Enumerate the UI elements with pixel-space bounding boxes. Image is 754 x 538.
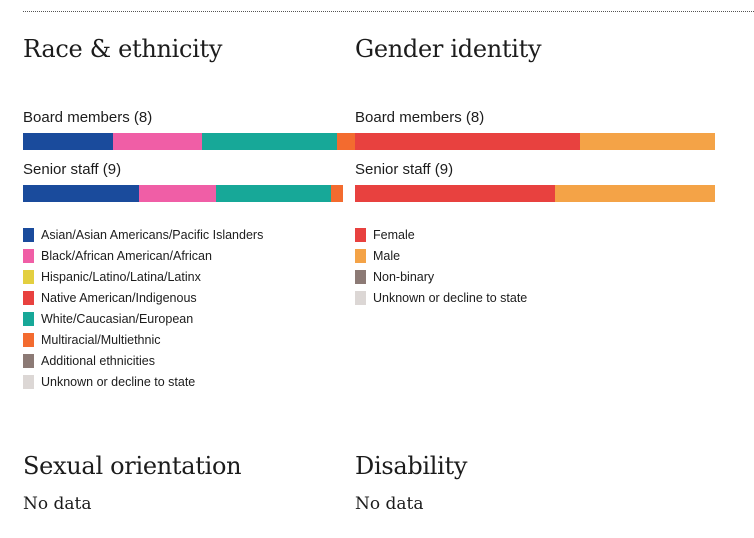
disability-title: Disability	[355, 452, 468, 480]
race-legend: Asian/Asian Americans/Pacific Islanders B…	[23, 224, 263, 392]
gender-legend: Female Male Non-binary Unknown or decline t…	[355, 224, 527, 308]
legend-label: Hispanic/Latino/Latina/Latinx	[41, 269, 201, 284]
legend-swatch	[23, 332, 34, 347]
bar-segment-white	[215, 185, 332, 202]
legend-swatch	[355, 227, 366, 242]
legend-swatch	[355, 269, 366, 284]
bar-segment-asian	[23, 185, 139, 202]
bar-segment-white	[202, 133, 338, 150]
legend-item-black: Black/African American/African	[23, 245, 263, 266]
gender-board-label: Board members (8)	[355, 109, 485, 126]
legend-item-hispanic: Hispanic/Latino/Latina/Latinx	[23, 266, 263, 287]
legend-item-asian: Asian/Asian Americans/Pacific Islanders	[23, 224, 263, 245]
legend-item-unknown: Unknown or decline to state	[23, 371, 263, 392]
top-divider	[23, 11, 754, 12]
legend-swatch	[355, 290, 366, 305]
legend-item-male: Male	[355, 245, 527, 266]
race-staff-bar	[23, 185, 343, 202]
legend-item-nonbinary: Non-binary	[355, 266, 527, 287]
bar-segment-male	[580, 133, 715, 150]
legend-label: Female	[373, 227, 415, 242]
legend-swatch	[23, 269, 34, 284]
sexual-orientation-title: Sexual orientation	[23, 452, 242, 480]
legend-label: Multiracial/Multiethnic	[41, 332, 161, 347]
legend-swatch	[23, 353, 34, 368]
legend-swatch	[23, 374, 34, 389]
legend-label: Black/African American/African	[41, 248, 212, 263]
bar-segment-black	[112, 133, 203, 150]
gender-staff-label: Senior staff (9)	[355, 161, 454, 178]
legend-label: Unknown or decline to state	[373, 290, 528, 305]
legend-swatch	[23, 227, 34, 242]
gender-staff-bar	[355, 185, 715, 202]
legend-label: Additional ethnicities	[41, 353, 155, 368]
legend-label: Male	[373, 248, 401, 263]
bar-segment-female	[355, 185, 555, 202]
legend-item-female: Female	[355, 224, 527, 245]
legend-label: White/Caucasian/European	[41, 311, 194, 326]
sexual-orientation-no-data: No data	[23, 494, 92, 514]
legend-swatch	[23, 248, 34, 263]
bar-segment-multiracial	[331, 185, 343, 202]
bar-segment-male	[555, 185, 715, 202]
legend-label: Non-binary	[373, 269, 435, 284]
race-staff-label: Senior staff (9)	[23, 161, 122, 178]
bar-segment-asian	[23, 133, 113, 150]
legend-item-additional: Additional ethnicities	[23, 350, 263, 371]
race-board-bar	[23, 133, 355, 150]
bar-segment-multiracial	[337, 133, 355, 150]
legend-item-white: White/Caucasian/European	[23, 308, 263, 329]
legend-item-multiracial: Multiracial/Multiethnic	[23, 329, 263, 350]
bar-segment-black	[138, 185, 216, 202]
race-title: Race & ethnicity	[23, 35, 223, 63]
gender-title: Gender identity	[355, 35, 542, 63]
legend-swatch	[355, 248, 366, 263]
legend-item-native: Native American/Indigenous	[23, 287, 263, 308]
legend-label: Unknown or decline to state	[41, 374, 196, 389]
bar-segment-female	[355, 133, 580, 150]
legend-swatch	[23, 290, 34, 305]
legend-swatch	[23, 311, 34, 326]
gender-board-bar	[355, 133, 715, 150]
legend-label: Asian/Asian Americans/Pacific Islanders	[41, 227, 264, 242]
legend-item-gender_unknown: Unknown or decline to state	[355, 287, 527, 308]
legend-label: Native American/Indigenous	[41, 290, 197, 305]
race-board-label: Board members (8)	[23, 109, 153, 126]
disability-no-data: No data	[355, 494, 424, 514]
